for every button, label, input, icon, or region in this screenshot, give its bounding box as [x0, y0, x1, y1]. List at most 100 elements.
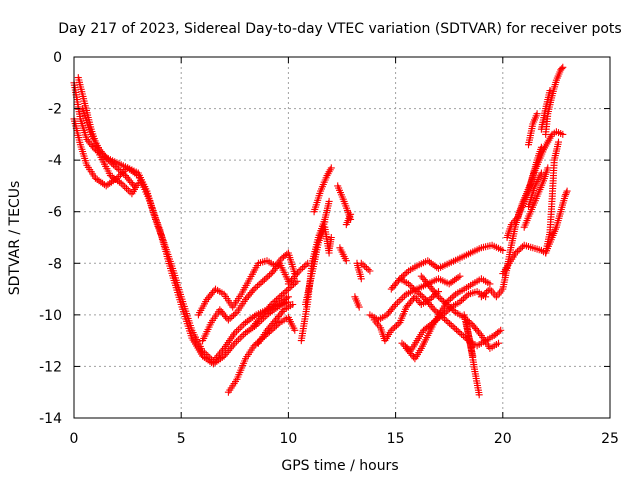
- data-point-marker: [392, 280, 400, 288]
- data-point-marker: [513, 247, 521, 255]
- data-point-marker: [401, 270, 409, 278]
- data-point-marker: [559, 63, 567, 71]
- data-point-marker: [111, 162, 119, 170]
- data-point-marker: [443, 301, 451, 308]
- data-point-marker: [364, 266, 372, 273]
- data-point-marker: [430, 306, 438, 314]
- data-point-marker: [347, 210, 355, 218]
- data-point-marker: [203, 295, 211, 303]
- data-point-marker: [293, 277, 301, 285]
- data-point-marker: [488, 287, 495, 295]
- data-point-marker: [461, 293, 469, 301]
- data-point-marker: [260, 309, 268, 317]
- data-point-marker: [124, 186, 132, 194]
- data-point-marker: [444, 318, 452, 326]
- data-point-marker: [291, 279, 299, 287]
- data-point-marker: [440, 297, 448, 305]
- data-point-marker: [276, 293, 284, 301]
- data-point-marker: [428, 294, 436, 302]
- data-point-marker: [405, 280, 412, 288]
- x-tick-label: 25: [601, 431, 619, 447]
- data-point-marker: [224, 316, 232, 324]
- data-point-marker: [463, 292, 471, 300]
- data-point-marker: [437, 312, 445, 320]
- data-point-marker: [119, 181, 127, 189]
- data-point-marker: [472, 325, 480, 333]
- data-point-marker: [251, 312, 258, 320]
- data-point-marker: [387, 306, 395, 314]
- data-point-marker: [126, 177, 134, 185]
- data-point-marker: [497, 326, 505, 334]
- data-point-marker: [432, 307, 440, 315]
- data-point-marker: [342, 257, 350, 265]
- data-point-marker: [361, 262, 369, 270]
- data-point-marker: [477, 293, 485, 301]
- data-point-marker: [410, 285, 418, 293]
- data-point-marker: [404, 346, 412, 354]
- data-point-marker: [118, 169, 126, 176]
- data-point-marker: [562, 191, 570, 198]
- data-point-marker: [270, 318, 278, 326]
- axis-ticks: 0 5 10 15 20 25 0 -2 -4 -6 -8 -10 -12 -14: [39, 50, 619, 447]
- chart-title: Day 217 of 2023, Sidereal Day-to-day VTE…: [58, 21, 621, 37]
- data-point-marker: [398, 339, 406, 347]
- data-point-marker: [427, 302, 435, 310]
- data-point-marker: [561, 192, 569, 200]
- data-point-marker: [106, 158, 114, 166]
- data-point-marker: [481, 290, 489, 298]
- data-point-marker: [327, 164, 335, 172]
- data-point-marker: [391, 323, 399, 331]
- data-point-marker: [249, 287, 257, 295]
- data-point-marker: [104, 156, 112, 164]
- data-point-marker: [242, 295, 249, 303]
- data-point-marker: [439, 313, 447, 321]
- data-point-marker: [517, 244, 525, 252]
- data-point-marker: [456, 298, 464, 306]
- data-point-marker: [216, 306, 224, 314]
- data-point-marker: [417, 291, 424, 299]
- data-point-marker: [562, 189, 570, 197]
- data-point-marker: [422, 295, 430, 303]
- data-point-marker: [264, 273, 272, 281]
- data-point-marker: [299, 264, 307, 272]
- data-point-marker: [231, 310, 239, 318]
- data-point-marker: [448, 305, 456, 313]
- data-point-marker: [436, 294, 444, 302]
- data-point-marker: [101, 153, 109, 161]
- data-point-marker: [408, 296, 416, 304]
- data-point-marker: [429, 304, 437, 312]
- data-point-marker: [394, 320, 402, 328]
- x-tick-label: 15: [387, 431, 405, 447]
- data-point-marker: [283, 287, 291, 295]
- data-point-marker: [327, 234, 335, 241]
- data-point-marker: [537, 169, 545, 177]
- data-point-marker: [483, 288, 490, 296]
- data-point-marker: [255, 280, 263, 288]
- data-point-marker: [402, 344, 410, 352]
- data-point-marker: [435, 293, 442, 301]
- data-point-marker: [426, 283, 434, 290]
- data-point-marker: [246, 290, 254, 298]
- data-point-marker: [271, 297, 279, 305]
- data-point-marker: [252, 284, 260, 291]
- data-point-marker: [230, 311, 237, 319]
- data-point-marker: [495, 339, 502, 347]
- data-point-marker: [295, 267, 303, 275]
- data-point-marker: [302, 261, 310, 269]
- data-point-marker: [442, 317, 450, 324]
- data-point-marker: [217, 307, 225, 315]
- data-point-marker: [250, 321, 258, 329]
- grid: [74, 57, 610, 418]
- data-point-marker: [247, 289, 255, 296]
- data-point-marker: [387, 326, 395, 334]
- data-point-marker: [209, 289, 217, 296]
- data-point-marker: [449, 323, 457, 331]
- data-point-marker: [260, 276, 268, 284]
- data-point-marker: [274, 294, 282, 302]
- data-point-marker: [417, 272, 425, 280]
- data-point-marker: [130, 182, 138, 190]
- data-point-marker: [291, 326, 299, 334]
- data-point-marker: [434, 309, 442, 317]
- data-point-marker: [404, 301, 412, 309]
- data-point-marker: [272, 316, 279, 324]
